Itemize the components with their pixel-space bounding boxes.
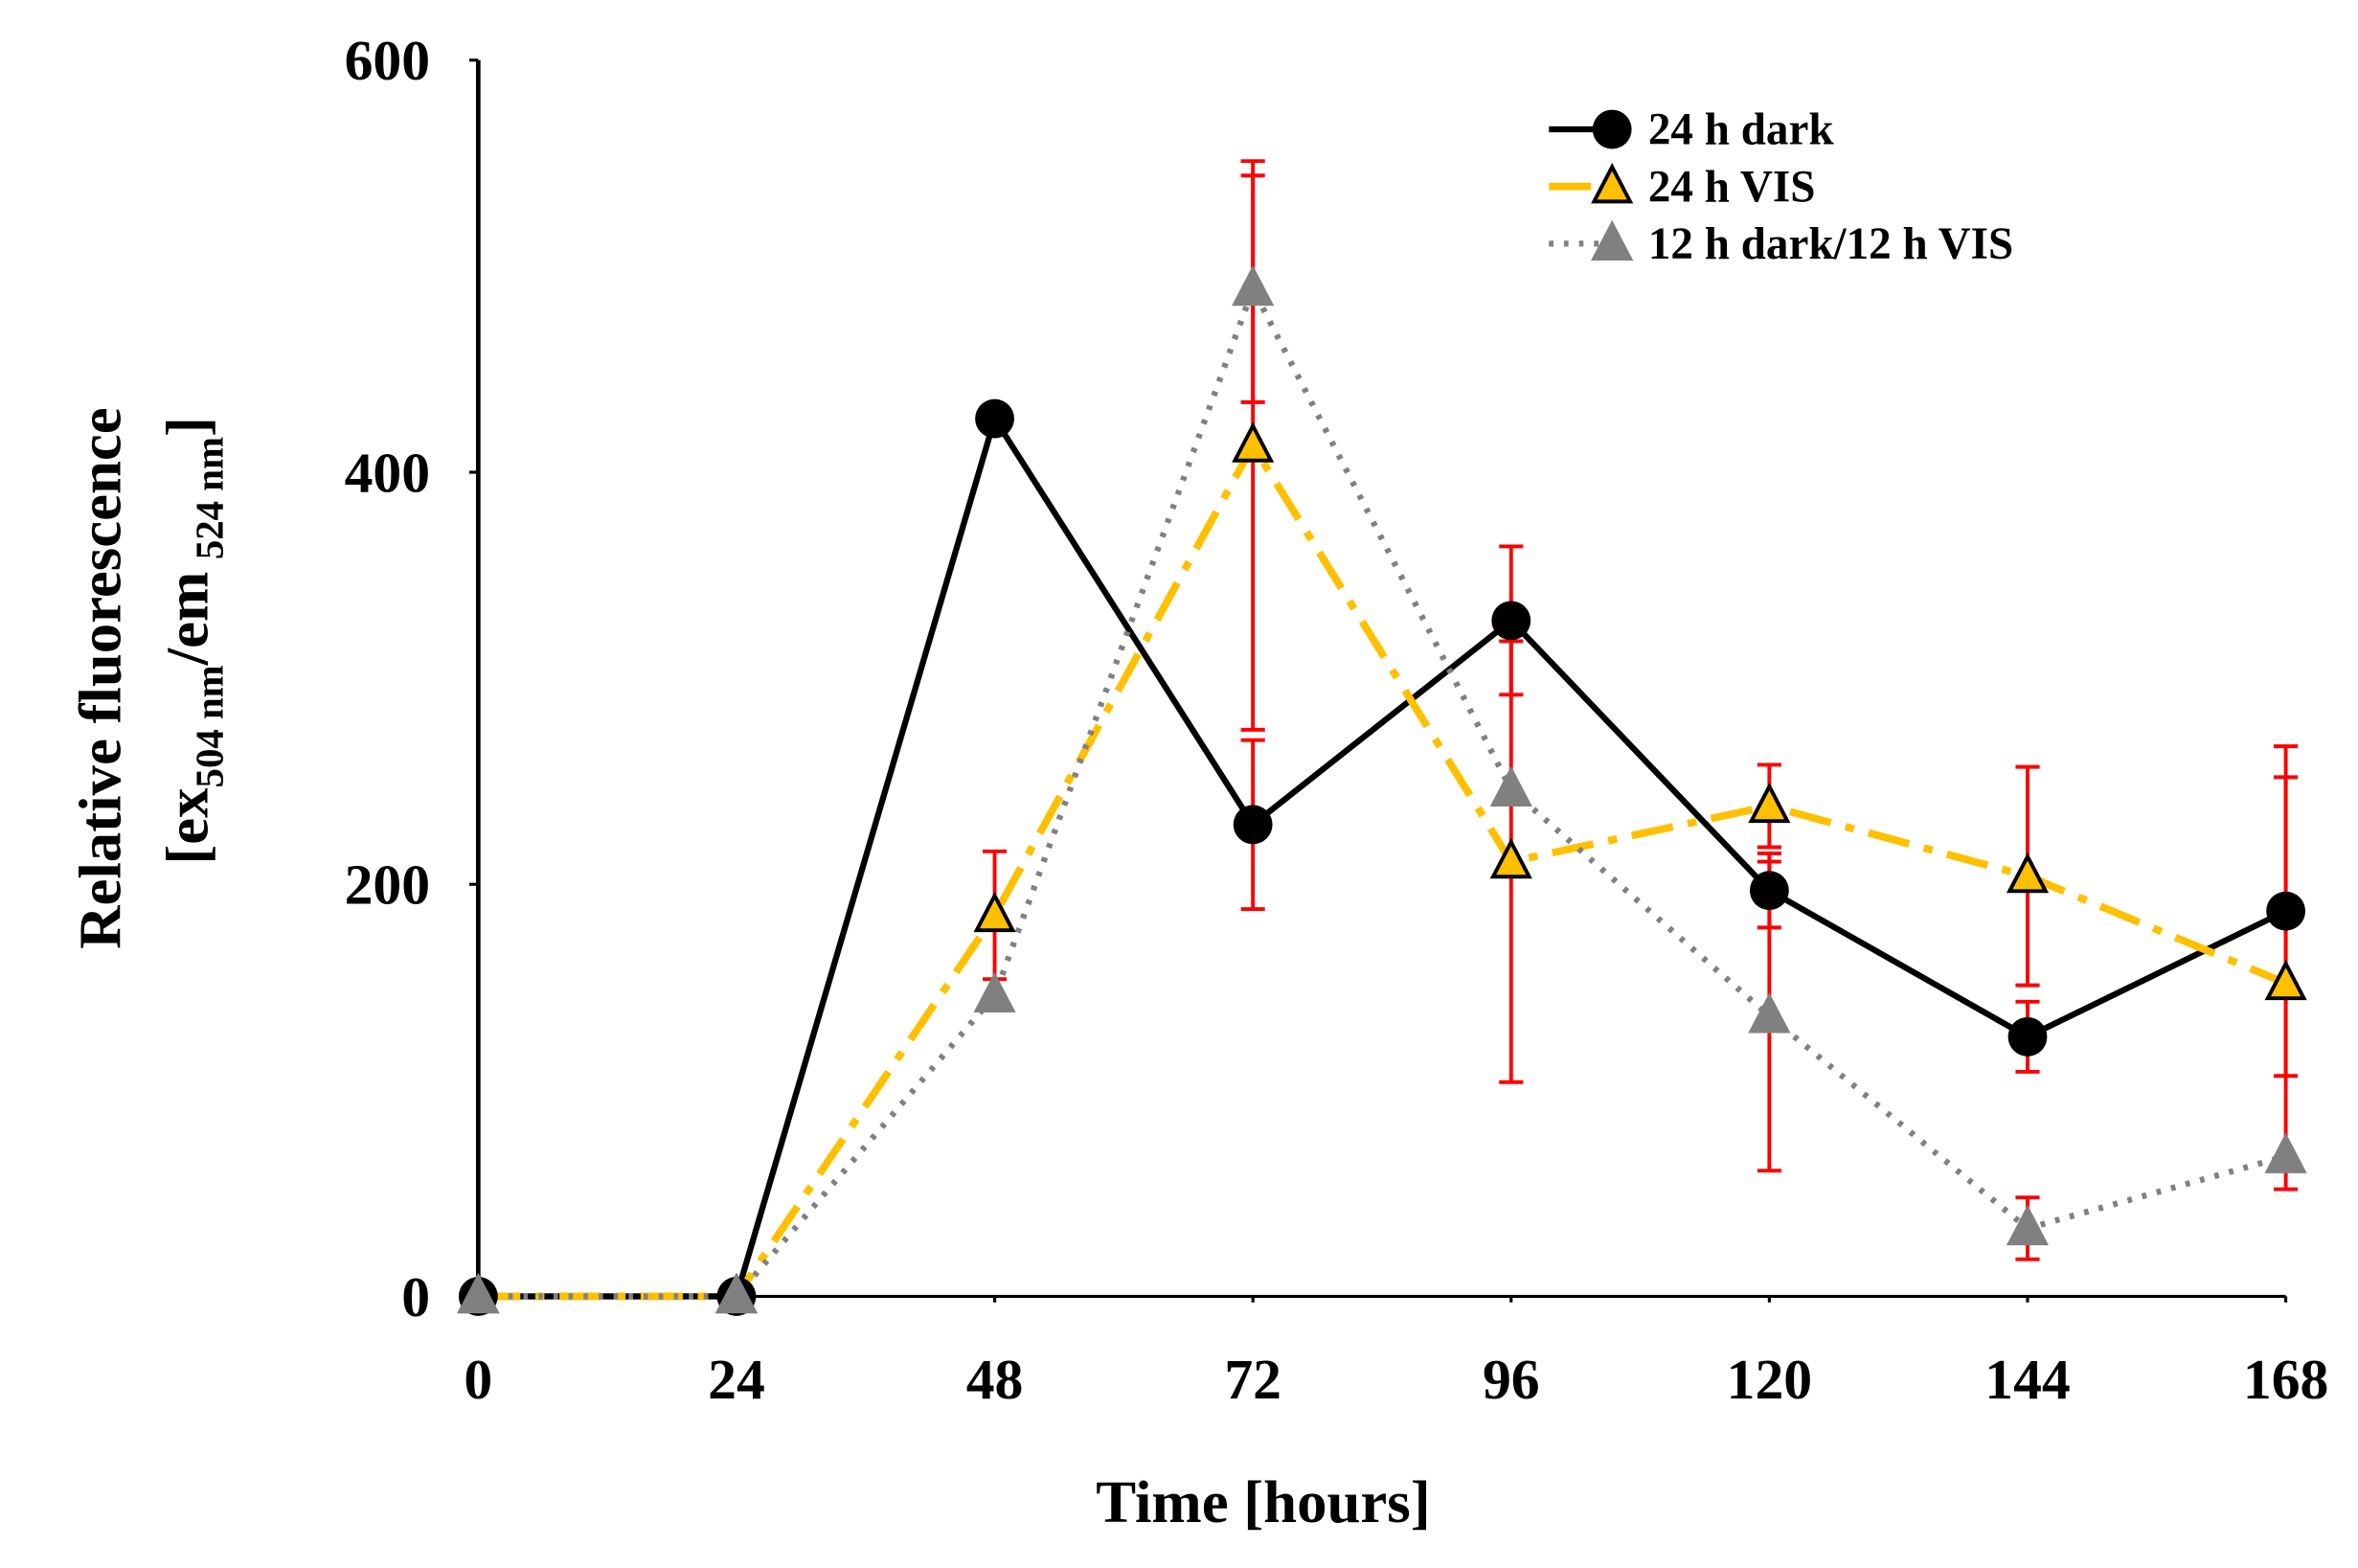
- line: [478, 411, 2287, 1300]
- y-tick-label: 200: [345, 853, 430, 917]
- x-axis-label: Time [hours]: [1096, 1468, 1430, 1535]
- marker: [1491, 601, 1531, 641]
- y-label-sub: 504 nm: [188, 665, 231, 787]
- marker: [1233, 805, 1273, 845]
- marker: [2007, 1016, 2048, 1057]
- y-axis-label-units: [ex504 nm/em 524 nm]: [154, 417, 232, 865]
- marker: [1748, 992, 1791, 1034]
- x-tick-label: 0: [464, 1348, 492, 1411]
- y-label-part: ]: [154, 417, 221, 437]
- x-tick-label: 144: [1984, 1348, 2070, 1411]
- x-tick-label: 48: [966, 1348, 1024, 1411]
- marker: [2006, 1204, 2050, 1246]
- marker: [457, 1272, 500, 1314]
- legend-label: 12 h dark/12 h VIS: [1648, 219, 2013, 269]
- y-axis-label: Relative fluorescence: [67, 407, 134, 949]
- x-tick-label: 72: [1224, 1348, 1281, 1411]
- marker: [2264, 959, 2307, 1001]
- marker: [1748, 782, 1791, 824]
- y-tick-label: 0: [401, 1265, 430, 1329]
- line: [478, 281, 2287, 1300]
- marker: [2006, 852, 2050, 894]
- marker: [1232, 421, 1275, 463]
- marker: [2266, 891, 2306, 931]
- x-tick-label: 96: [1483, 1348, 1540, 1411]
- marker: [975, 398, 1014, 439]
- y-tick-label: 400: [345, 441, 430, 504]
- marker: [1489, 765, 1532, 807]
- marker: [1591, 219, 1634, 261]
- x-tick-label: 168: [2243, 1348, 2328, 1411]
- marker: [1591, 163, 1634, 204]
- marker: [1232, 264, 1275, 307]
- marker: [714, 1272, 759, 1314]
- y-label-part: /em: [154, 572, 221, 667]
- y-label-sub: 524 nm: [188, 437, 231, 559]
- marker: [1592, 109, 1632, 149]
- marker: [973, 971, 1016, 1013]
- marker: [973, 891, 1016, 933]
- marker: [2264, 1132, 2307, 1173]
- line: [478, 438, 2288, 1301]
- legend-label: 24 h VIS: [1648, 162, 1816, 212]
- marker: [1749, 871, 1789, 911]
- marker: [1489, 837, 1532, 879]
- y-label-part: [ex: [154, 787, 221, 865]
- x-tick-label: 24: [708, 1348, 765, 1411]
- y-tick-label: 600: [345, 29, 430, 92]
- legend-label: 24 h dark: [1648, 105, 1834, 155]
- x-tick-label: 120: [1727, 1348, 1812, 1411]
